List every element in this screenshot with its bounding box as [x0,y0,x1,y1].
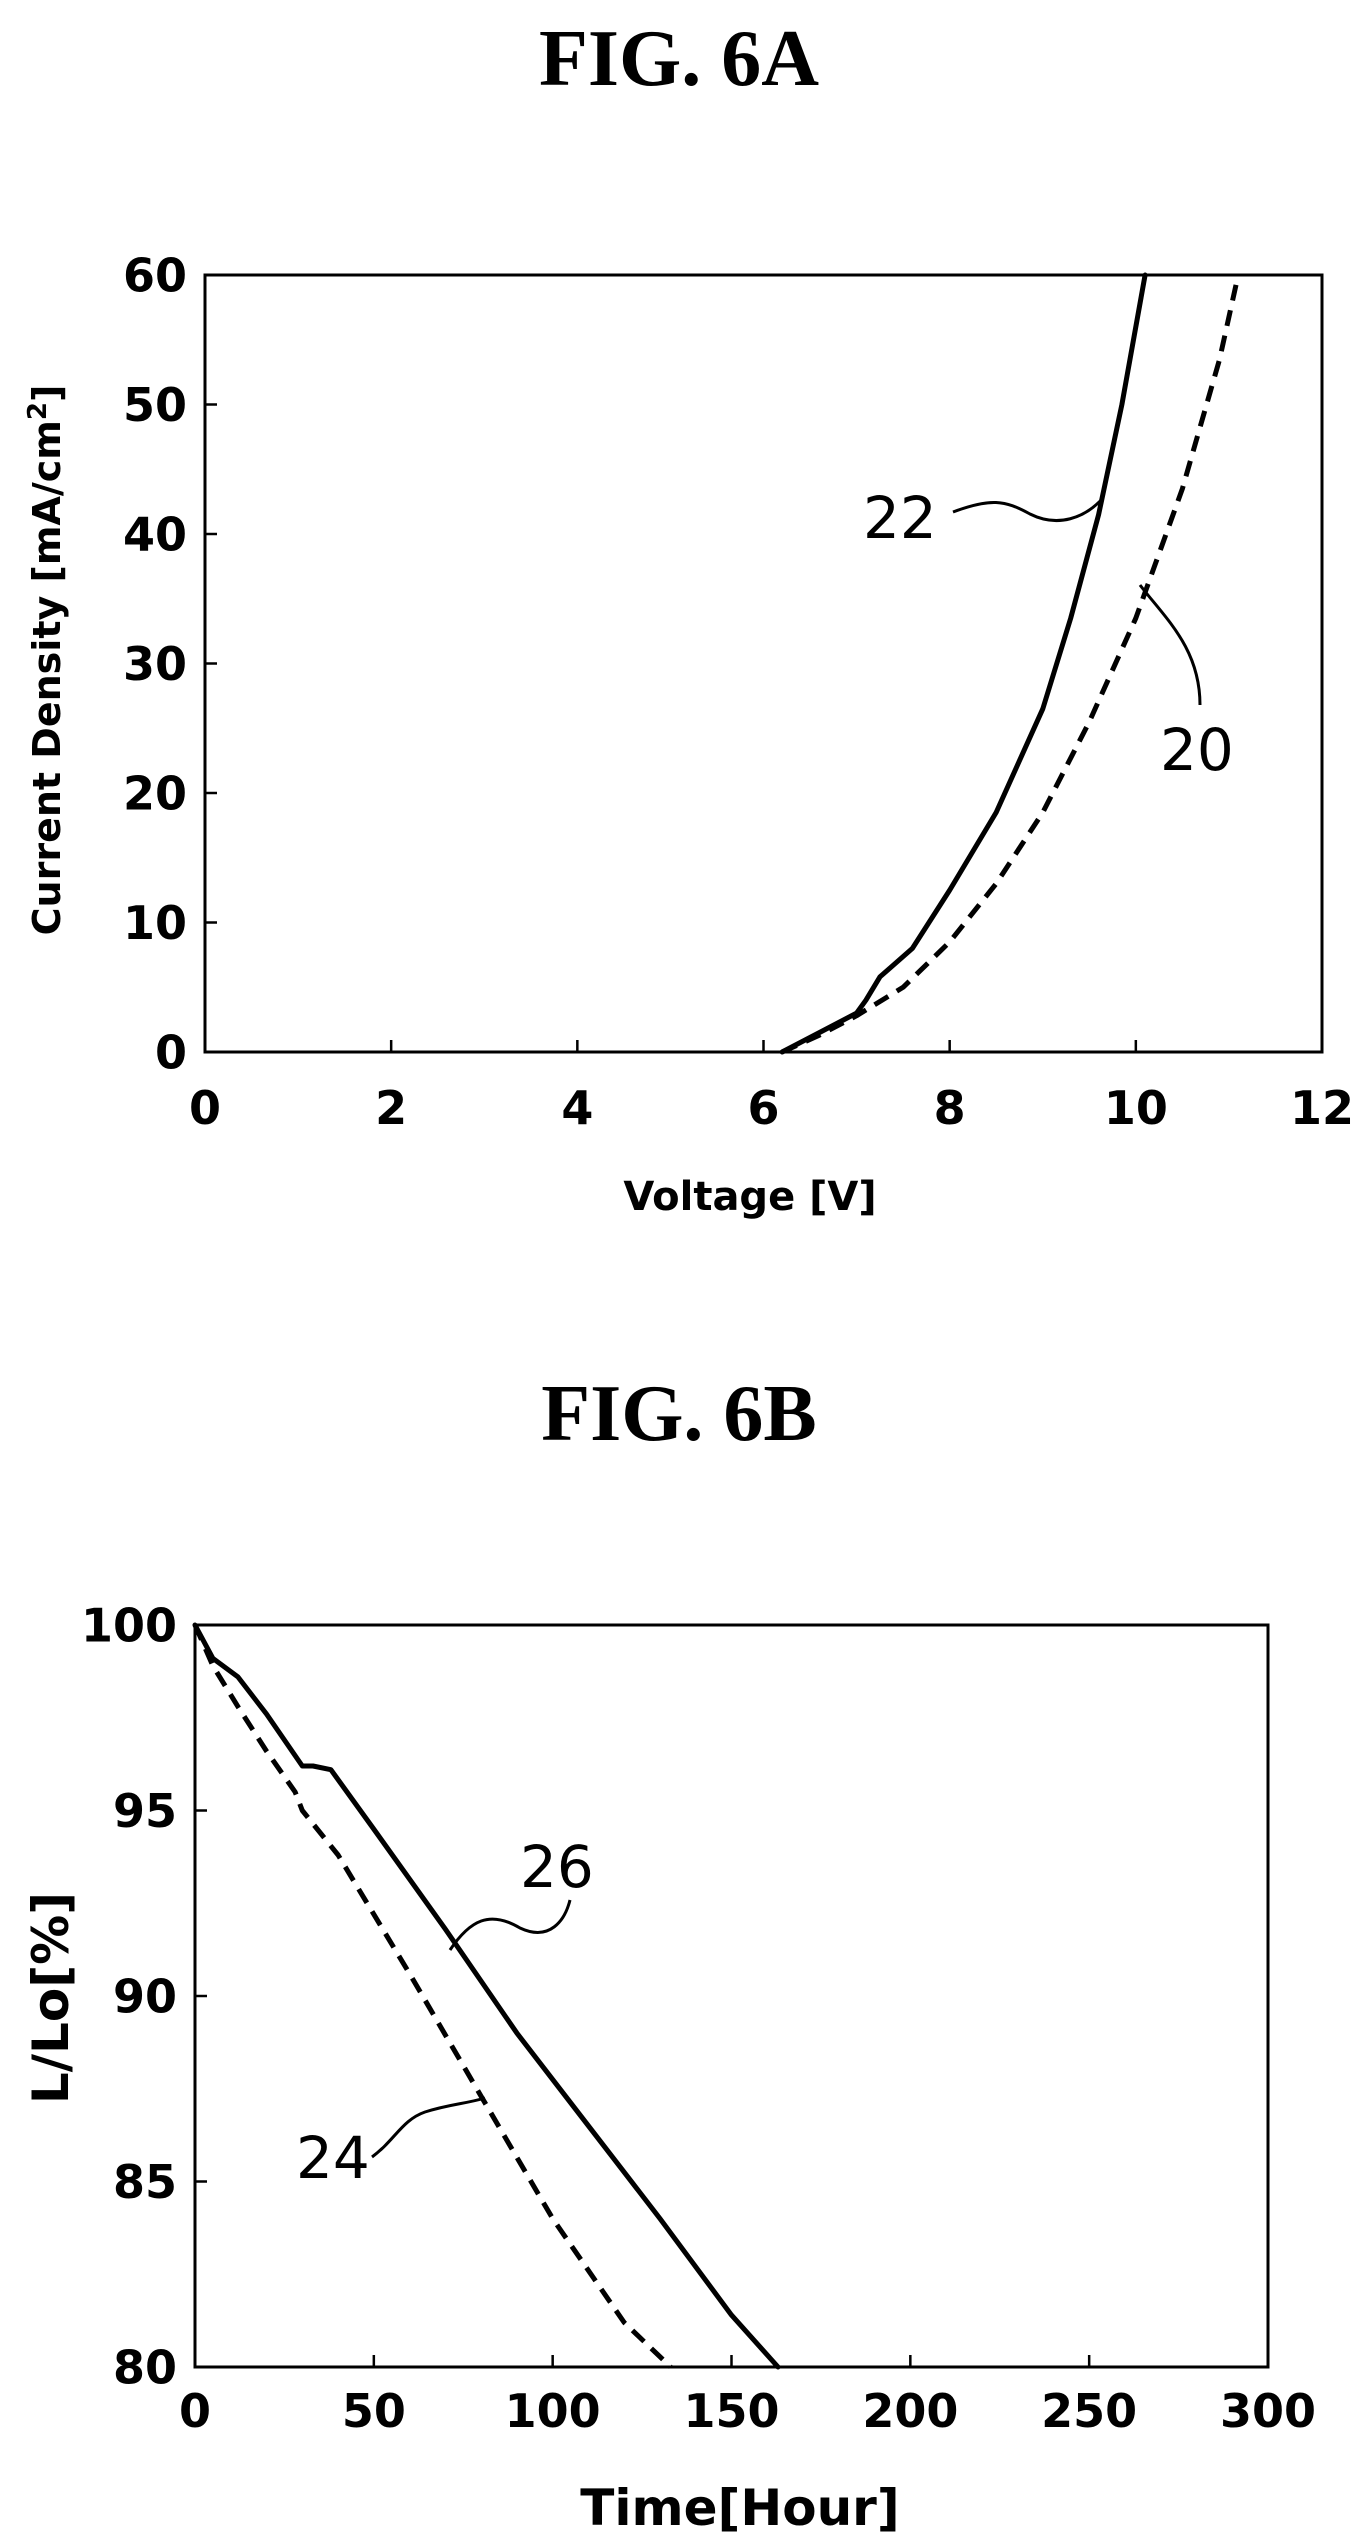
figure-6a-x-axis-label: Voltage [V] [623,1174,876,1220]
curve-label-24: 24 [296,2124,370,2192]
figure-6b-series [192,1622,781,2370]
figure-6a-plot-frame [203,273,1324,1054]
figure-6a-axes: 0 2 4 6 8 10 12 0 10 20 30 40 50 60 [123,249,1354,1135]
figure-6b-y-tick-label: 100 [81,1599,177,1653]
leader-line-22 [952,496,1105,522]
figure-6a-x-tick-label: 8 [934,1081,966,1135]
figure-6b-y-tick-label: 90 [113,1970,177,2024]
figure-6a-y-tick-label: 50 [123,378,187,432]
figure-6b-y-tick-label: 80 [113,2341,177,2395]
figure-6a-x-tick-label: 0 [189,1081,221,1135]
figure-6a-y-tick-label: 30 [123,637,187,691]
figure-6a-y-axis-label: Current Density [mA/cm2] [23,385,69,936]
figure-6b-series-line-26 [192,1622,781,2370]
figure-6a-y-tick-label: 10 [123,896,187,950]
figure-6a-y-tick-label: 60 [123,249,187,303]
figure-6a-x-tick-label: 2 [375,1081,407,1135]
figure-6b-y-tick-label: 95 [113,1784,177,1838]
figure-6a-title: FIG. 6A [539,15,819,103]
figure-6b-series-line-24 [192,1623,673,2369]
figure-6a-x-tick-label: 4 [561,1081,593,1135]
figure-6a-y-axis-label-suffix: ] [25,385,69,402]
figure-6b-x-tick-label: 200 [862,2384,958,2438]
figure-6a-y-tick-label: 20 [123,767,187,821]
figure-6b-title: FIG. 6B [541,1370,817,1458]
figure-6b-y-tick-label: 85 [113,2155,177,2209]
figure-6b-x-axis-label: Time[Hour] [580,2479,899,2537]
figure-6b-x-tick-label: 100 [505,2384,601,2438]
figure-6a-series-line-20 [781,274,1241,1055]
figure-6b-axes: 0 50 100 150 200 250 300 80 85 90 95 100 [81,1599,1316,2438]
figure-6b-y-axis-label: L/Lo[%] [22,1892,80,2104]
leader-line-24 [371,2096,486,2159]
figure-6a: FIG. 6A 0 2 4 6 8 10 12 0 10 20 30 40 50 60 Voltage [… [23,15,1354,1220]
figure-6a-x-tick-label: 6 [747,1081,779,1135]
figure-6b-x-tick-label: 250 [1041,2384,1137,2438]
figure-6a-y-tick-label: 40 [123,508,187,562]
figure-6b-x-tick-label: 300 [1220,2384,1316,2438]
leader-line-20 [1138,584,1202,706]
figure-6a-x-tick-label: 10 [1104,1081,1168,1135]
figure-6b-plot-frame [193,1623,1270,2369]
figure-6a-y-axis-label-main: Current Density [mA/cm [25,420,69,935]
figure-6a-y-axis-label-superscript: 2 [23,402,53,420]
figure-6a-y-tick-label: 0 [155,1026,187,1080]
figure-6a-series-line-22 [779,272,1148,1055]
figure-6b-x-tick-label: 0 [179,2384,211,2438]
curve-label-20: 20 [1160,716,1234,784]
figure-6b-x-tick-label: 150 [683,2384,779,2438]
curve-label-26: 26 [520,1833,594,1901]
figure-6a-series [779,272,1241,1055]
figure-6b-x-tick-label: 50 [342,2384,406,2438]
leader-line-26 [448,1899,572,1951]
curve-label-22: 22 [863,484,937,552]
figure-6a-x-tick-label: 12 [1290,1081,1354,1135]
figure-6b: FIG. 6B 0 50 100 150 200 250 300 80 85 90 95 100 Ti… [22,1370,1316,2537]
